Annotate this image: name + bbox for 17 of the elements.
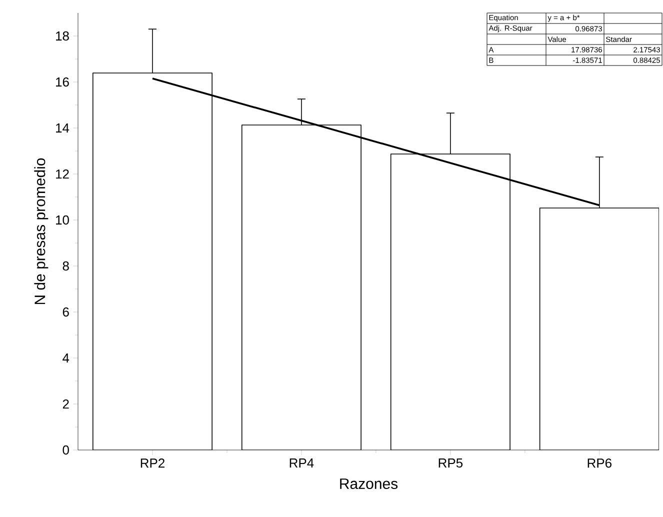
y-tick-label: 6	[62, 307, 69, 317]
y-tick-label: 4	[62, 354, 70, 362]
y-tick-label: 8	[62, 261, 69, 271]
line-series	[152, 78, 600, 206]
y-tick-label: 18	[56, 31, 69, 41]
y-tick-label: 16	[56, 77, 69, 87]
x-tick-label: RP4	[290, 458, 314, 468]
y-tick-label: 10	[56, 215, 69, 225]
y-tick-label: 2	[62, 399, 69, 409]
x-tick-label: RP5	[438, 458, 463, 468]
y-tick-label: 14	[56, 124, 70, 132]
y-tick-label: 12	[56, 169, 69, 179]
y-tick-label: 0	[62, 445, 69, 455]
x-axis-title: Razones	[340, 478, 398, 490]
x-tick-label: RP6	[588, 458, 612, 468]
y-axis-title: N de presas promedio	[34, 158, 48, 304]
x-tick-label: RP2	[140, 458, 164, 468]
